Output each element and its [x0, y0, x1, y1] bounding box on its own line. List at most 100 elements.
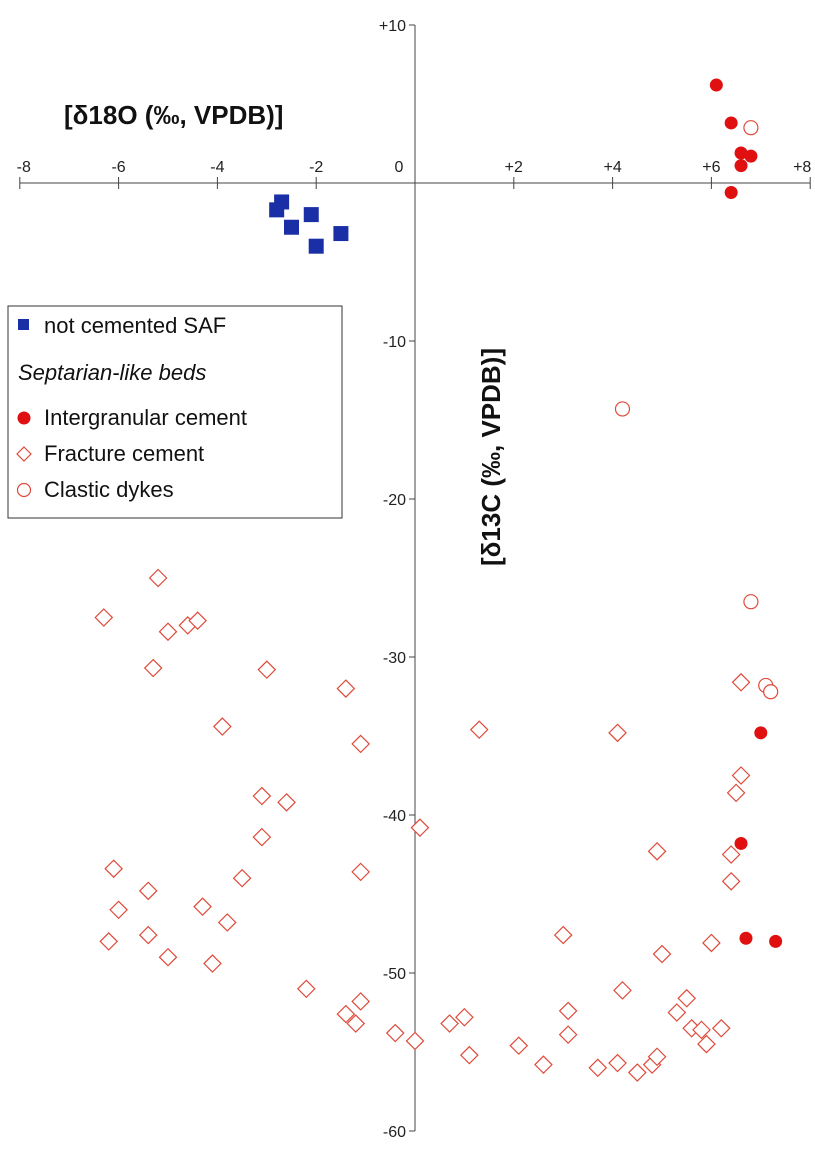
data-point-diamond [469, 720, 489, 740]
data-point-diamond [667, 1003, 687, 1022]
data-point-circle-filled [739, 931, 753, 945]
data-point-diamond [731, 766, 751, 785]
data-point-diamond [731, 672, 751, 692]
data-point-diamond [138, 881, 158, 901]
data-point-diamond [652, 944, 672, 964]
x-tick-label: 0 [395, 159, 404, 176]
series-clastic-dykes [614, 120, 779, 700]
data-point-circle-open [743, 594, 759, 610]
data-point-diamond [252, 827, 272, 847]
axes: -8 -6 -4 -2 0 +2 +4 +6 +8 +10-10-20-30-40-50-60 [17, 18, 812, 1141]
data-point-diamond [351, 992, 371, 1011]
data-point-diamond [277, 793, 296, 812]
data-point-diamond [336, 1004, 356, 1024]
x-tick-label: +8 [793, 159, 811, 176]
data-point-diamond [351, 734, 371, 754]
x-tick-label: -4 [210, 159, 224, 176]
data-point-diamond [726, 783, 746, 803]
data-point-diamond [232, 868, 252, 888]
legend-item-clastic-dykes: Clastic dykes [16, 477, 174, 502]
data-point-diamond [109, 900, 128, 920]
x-axis-label: [δ18O (‰, VPDB)] [64, 100, 283, 130]
y-tick-label: -20 [383, 492, 406, 509]
data-point-square [308, 238, 324, 254]
legend-box [7, 305, 343, 519]
x-tick-label: +4 [603, 159, 621, 176]
x-axis-ticks: -8 -6 -4 -2 0 +2 +4 +6 +8 [17, 159, 811, 189]
data-point-diamond [440, 1014, 459, 1033]
legend-marker-circle-open [16, 482, 32, 498]
data-point-circle-open [614, 401, 631, 417]
data-point-diamond [188, 611, 207, 631]
data-point-circle-open [763, 684, 779, 700]
legend-label: Intergranular cement [44, 405, 247, 430]
series-not-cemented-saf [269, 194, 349, 254]
data-point-circle-filled [734, 146, 748, 160]
data-point-diamond [94, 608, 114, 627]
data-point-diamond [613, 981, 632, 1000]
data-point-diamond [677, 988, 697, 1008]
y-tick-label: -40 [383, 808, 406, 825]
y-axis-ticks: +10 -10 -20 -30 -40 -50 -60 [379, 18, 415, 1141]
data-point-diamond [203, 954, 222, 973]
data-point-diamond [212, 717, 232, 736]
x-tick-label: +6 [702, 159, 720, 176]
data-point-diamond [558, 1001, 578, 1021]
data-point-diamond [558, 1025, 578, 1044]
data-point-circle-filled [734, 159, 748, 173]
data-point-square [274, 194, 290, 210]
data-point-square [284, 219, 299, 235]
x-tick-label: +2 [505, 159, 523, 176]
x-tick-label: -2 [309, 159, 323, 176]
data-point-diamond [702, 933, 721, 953]
x-tick-label: -6 [111, 159, 125, 176]
data-point-diamond [647, 841, 667, 861]
data-point-diamond [410, 818, 430, 837]
data-point-diamond [553, 925, 573, 945]
data-point-circle-filled [709, 78, 723, 92]
legend-subheading: Septarian-like beds [18, 360, 206, 385]
data-point-circle-filled [724, 116, 738, 130]
data-point-diamond [193, 897, 212, 916]
data-point-diamond [158, 622, 178, 642]
data-point-diamond [588, 1058, 608, 1078]
data-point-circle-open [743, 120, 759, 136]
data-points [94, 78, 783, 1082]
legend: not cemented SAF Septarian-like beds Int… [7, 305, 343, 519]
legend-marker-square [18, 319, 29, 330]
data-point-diamond [711, 1018, 731, 1038]
y-tick-label: -30 [383, 650, 406, 667]
data-point-diamond [296, 979, 316, 999]
data-point-diamond [148, 568, 168, 588]
data-point-diamond [385, 1023, 405, 1043]
legend-item-not-cemented-saf: not cemented SAF [18, 313, 226, 338]
data-point-circle-filled [754, 726, 768, 740]
data-point-diamond [692, 1020, 711, 1040]
data-point-circle-filled [769, 934, 783, 948]
data-point-diamond [252, 786, 272, 806]
data-point-diamond [138, 925, 158, 945]
data-point-diamond [257, 660, 277, 679]
data-point-circle-filled [734, 836, 748, 850]
data-point-diamond [336, 679, 356, 698]
legend-label: Clastic dykes [44, 477, 174, 502]
legend-item-intergranular-cement: Intergranular cement [17, 405, 247, 430]
y-axis-label: [δ13C (‰, VPDB)] [476, 348, 506, 566]
legend-label: not cemented SAF [44, 313, 226, 338]
data-point-diamond [509, 1036, 529, 1056]
legend-label: Fracture cement [44, 441, 204, 466]
x-tick-label: -8 [17, 159, 31, 176]
data-point-diamond [647, 1047, 667, 1067]
legend-marker-diamond-open [16, 446, 32, 462]
data-point-diamond [697, 1034, 716, 1054]
data-point-diamond [405, 1031, 425, 1051]
legend-marker-circle-filled [17, 411, 31, 425]
data-point-diamond [217, 913, 237, 932]
y-tick-label: -50 [383, 966, 406, 983]
series-intergranular-cement [709, 78, 783, 948]
data-point-diamond [143, 658, 163, 678]
data-point-diamond [721, 872, 741, 891]
data-point-square [303, 207, 319, 223]
data-point-diamond [351, 862, 371, 882]
